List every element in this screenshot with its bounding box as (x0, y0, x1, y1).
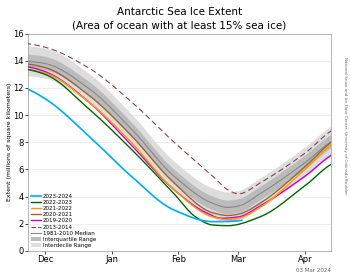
Text: 03 Mar 2024: 03 Mar 2024 (296, 268, 331, 273)
Legend: 2023-2024, 2022-2023, 2021-2022, 2020-2021, 2019-2020, 2013-2014, 1981-2010 Medi: 2023-2024, 2022-2023, 2021-2022, 2020-20… (31, 194, 96, 248)
Text: National Snow and Ice Data Center, University of Colorado Boulder: National Snow and Ice Data Center, Unive… (343, 57, 347, 195)
Title: Antarctic Sea Ice Extent
(Area of ocean with at least 15% sea ice): Antarctic Sea Ice Extent (Area of ocean … (72, 7, 287, 30)
Y-axis label: Extent (millions of square kilometers): Extent (millions of square kilometers) (7, 83, 12, 201)
